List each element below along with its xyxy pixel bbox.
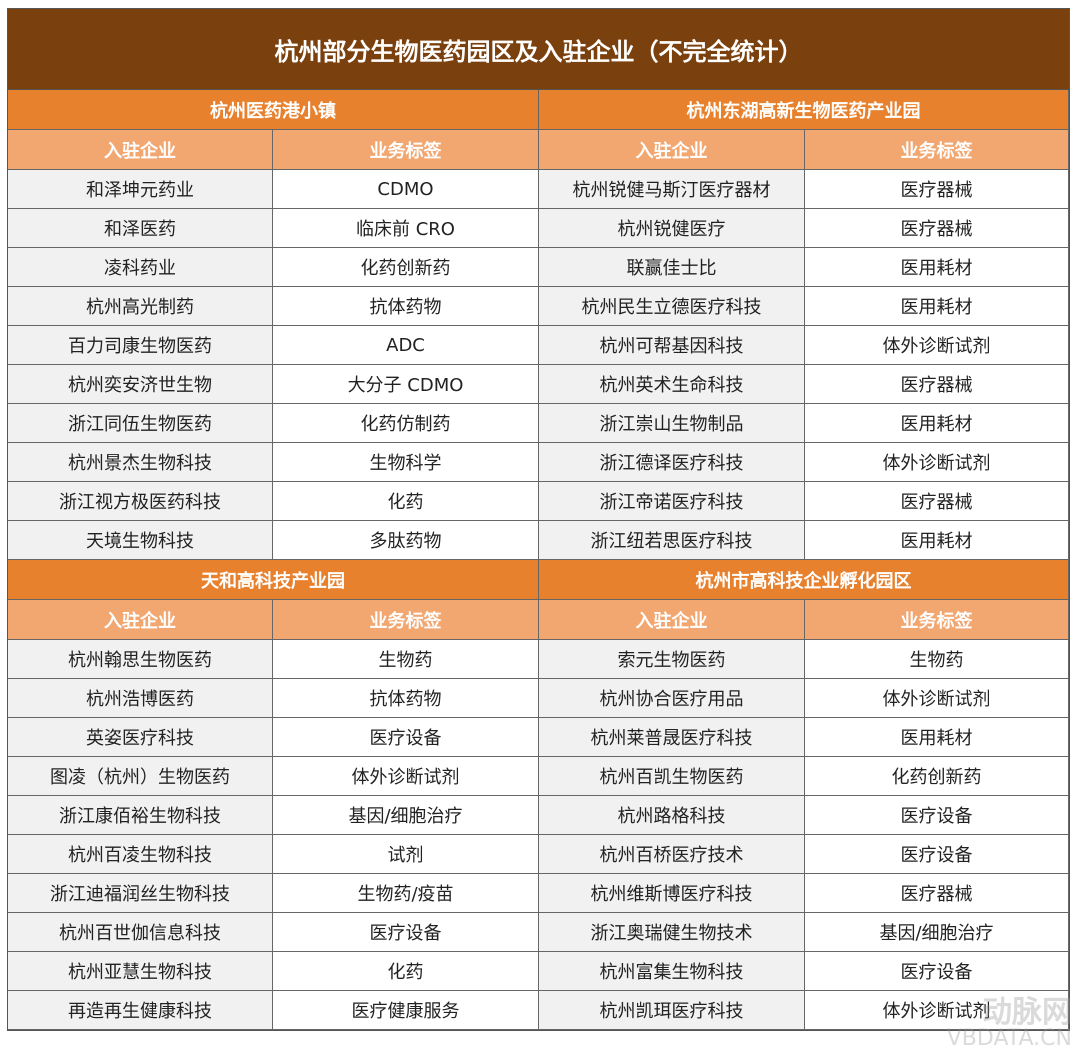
column-header-tag: 业务标签 (805, 600, 1069, 640)
tag-cell: 医疗器械 (805, 365, 1069, 404)
company-cell: 浙江视方极医药科技 (8, 482, 273, 521)
tag-cell: 大分子 CDMO (273, 365, 539, 404)
tag-cell: 体外诊断试剂 (805, 991, 1069, 1030)
tag-cell: 生物药 (273, 640, 539, 679)
company-cell: 联赢佳士比 (539, 248, 805, 287)
tag-cell: 抗体药物 (273, 679, 539, 718)
tag-cell: 生物药 (805, 640, 1069, 679)
company-cell: 杭州百世伽信息科技 (8, 913, 273, 952)
tag-cell: 医用耗材 (805, 287, 1069, 326)
company-cell: 杭州莱普晟医疗科技 (539, 718, 805, 757)
table-body: 杭州医药港小镇 杭州东湖高新生物医药产业园 入驻企业 业务标签 入驻企业 业务标签 和泽坤元… (8, 90, 1069, 1030)
company-cell: 杭州翰思生物医药 (8, 640, 273, 679)
tag-cell: 医疗设备 (273, 913, 539, 952)
company-cell: 浙江德译医疗科技 (539, 443, 805, 482)
tag-cell: 医疗器械 (805, 209, 1069, 248)
company-cell: 浙江迪福润丝生物科技 (8, 874, 273, 913)
company-cell: 浙江帝诺医疗科技 (539, 482, 805, 521)
tag-cell: 化药创新药 (273, 248, 539, 287)
company-cell: 杭州维斯博医疗科技 (539, 874, 805, 913)
company-cell: 杭州百桥医疗技术 (539, 835, 805, 874)
column-header-tag: 业务标签 (273, 600, 539, 640)
table-title: 杭州部分生物医药园区及入驻企业（不完全统计） (8, 9, 1069, 90)
company-cell: 杭州民生立德医疗科技 (539, 287, 805, 326)
company-cell: 百力司康生物医药 (8, 326, 273, 365)
company-cell: 浙江康佰裕生物科技 (8, 796, 273, 835)
company-cell: 杭州高光制药 (8, 287, 273, 326)
tag-cell: 医疗设备 (805, 952, 1069, 991)
tag-cell: 临床前 CRO (273, 209, 539, 248)
tag-cell: 多肽药物 (273, 521, 539, 560)
tag-cell: 试剂 (273, 835, 539, 874)
company-cell: 凌科药业 (8, 248, 273, 287)
tag-cell: 体外诊断试剂 (805, 679, 1069, 718)
company-cell: 英姿医疗科技 (8, 718, 273, 757)
tag-cell: 医疗器械 (805, 874, 1069, 913)
watermark-logo: 动脉网 VBDATA.CN (946, 995, 1072, 1051)
tag-cell: 生物科学 (273, 443, 539, 482)
park-name: 杭州医药港小镇 (8, 90, 539, 130)
company-cell: 杭州百凌生物科技 (8, 835, 273, 874)
tag-cell: 医疗设备 (273, 718, 539, 757)
company-cell: 杭州协合医疗用品 (539, 679, 805, 718)
column-header-company: 入驻企业 (8, 130, 273, 170)
park-table: 杭州部分生物医药园区及入驻企业（不完全统计） 杭州医药港小镇 杭州东湖高新生物医药… (7, 8, 1070, 1031)
company-cell: 杭州锐健医疗 (539, 209, 805, 248)
tag-cell: 化药创新药 (805, 757, 1069, 796)
company-cell: 天境生物科技 (8, 521, 273, 560)
tag-cell: 医疗设备 (805, 796, 1069, 835)
company-cell: 杭州亚慧生物科技 (8, 952, 273, 991)
tag-cell: 抗体药物 (273, 287, 539, 326)
company-cell: 索元生物医药 (539, 640, 805, 679)
company-cell: 浙江奥瑞健生物技术 (539, 913, 805, 952)
company-cell: 杭州富集生物科技 (539, 952, 805, 991)
company-cell: 和泽医药 (8, 209, 273, 248)
company-cell: 再造再生健康科技 (8, 991, 273, 1030)
company-cell: 杭州凯珥医疗科技 (539, 991, 805, 1030)
column-header-company: 入驻企业 (539, 130, 805, 170)
company-cell: 杭州百凯生物医药 (539, 757, 805, 796)
column-header-company: 入驻企业 (8, 600, 273, 640)
tag-cell: 医用耗材 (805, 248, 1069, 287)
park-name: 杭州市高科技企业孵化园区 (539, 560, 1069, 600)
tag-cell: 基因/细胞治疗 (805, 913, 1069, 952)
company-cell: 杭州浩博医药 (8, 679, 273, 718)
tag-cell: 医用耗材 (805, 404, 1069, 443)
column-header-tag: 业务标签 (805, 130, 1069, 170)
tag-cell: 体外诊断试剂 (273, 757, 539, 796)
tag-cell: 体外诊断试剂 (805, 443, 1069, 482)
company-cell: 杭州锐健马斯汀医疗器材 (539, 170, 805, 209)
tag-cell: 化药 (273, 482, 539, 521)
tag-cell: 医疗器械 (805, 482, 1069, 521)
tag-cell: CDMO (273, 170, 539, 209)
company-cell: 杭州可帮基因科技 (539, 326, 805, 365)
company-cell: 浙江崇山生物制品 (539, 404, 805, 443)
tag-cell: 医疗健康服务 (273, 991, 539, 1030)
tag-cell: 医疗器械 (805, 170, 1069, 209)
tag-cell: 化药仿制药 (273, 404, 539, 443)
tag-cell: 医用耗材 (805, 718, 1069, 757)
column-header-tag: 业务标签 (273, 130, 539, 170)
park-name: 天和高科技产业园 (8, 560, 539, 600)
company-cell: 浙江纽若思医疗科技 (539, 521, 805, 560)
tag-cell: ADC (273, 326, 539, 365)
tag-cell: 医用耗材 (805, 521, 1069, 560)
tag-cell: 体外诊断试剂 (805, 326, 1069, 365)
company-cell: 和泽坤元药业 (8, 170, 273, 209)
company-cell: 浙江同伍生物医药 (8, 404, 273, 443)
park-name: 杭州东湖高新生物医药产业园 (539, 90, 1069, 130)
tag-cell: 化药 (273, 952, 539, 991)
company-cell: 杭州路格科技 (539, 796, 805, 835)
tag-cell: 生物药/疫苗 (273, 874, 539, 913)
company-cell: 杭州景杰生物科技 (8, 443, 273, 482)
company-cell: 图凌（杭州）生物医药 (8, 757, 273, 796)
company-cell: 杭州奕安济世生物 (8, 365, 273, 404)
column-header-company: 入驻企业 (539, 600, 805, 640)
tag-cell: 医疗设备 (805, 835, 1069, 874)
company-cell: 杭州英术生命科技 (539, 365, 805, 404)
tag-cell: 基因/细胞治疗 (273, 796, 539, 835)
